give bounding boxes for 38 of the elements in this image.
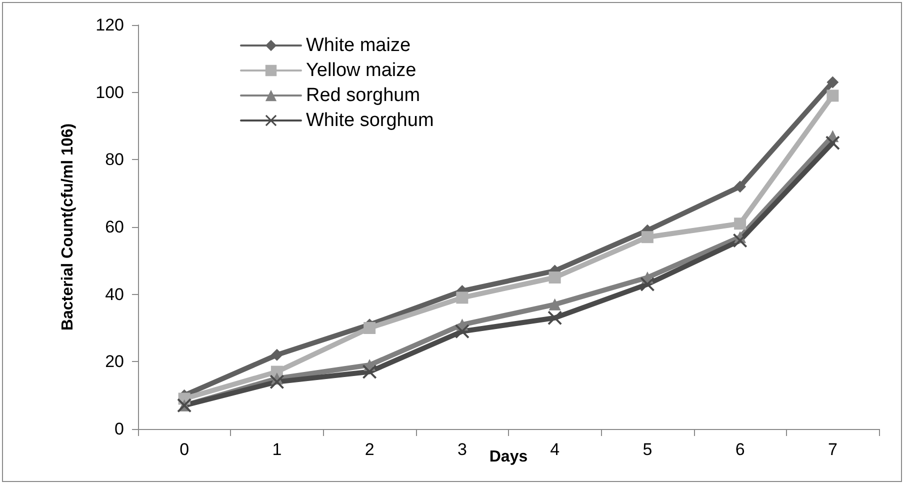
y-tick-label: 20: [105, 352, 124, 372]
x-tick-label: 4: [550, 440, 560, 459]
point: [641, 231, 654, 244]
point: [364, 322, 376, 334]
x-tick-label: 7: [828, 440, 838, 459]
y-tick-label: 40: [105, 284, 124, 304]
point: [548, 310, 562, 325]
point: [270, 374, 284, 389]
point: [826, 90, 839, 102]
point: [456, 292, 468, 304]
x-axis-title: Days: [489, 448, 528, 466]
point: [270, 348, 283, 361]
x-tick-label: 0: [180, 440, 190, 459]
y-tick-label: 0: [114, 420, 124, 438]
x-tick-label: 3: [457, 440, 467, 459]
y-axis-title: Bacterial Count(cfu/ml 106): [60, 123, 76, 331]
y-tick-label: 100: [96, 82, 124, 102]
point: [548, 272, 561, 284]
point: [640, 277, 654, 292]
point: [548, 298, 561, 310]
x-tick-label: 1: [272, 440, 282, 459]
point: [733, 233, 748, 248]
x-tick-label: 5: [642, 440, 652, 459]
x-tick-label: 6: [735, 440, 745, 459]
point: [734, 218, 746, 230]
legend-label: Yellow maize: [306, 60, 416, 81]
legend-label: White maize: [306, 35, 411, 56]
point: [455, 324, 470, 338]
point: [826, 136, 840, 150]
point: [362, 364, 377, 379]
legend-label: White sorghum: [306, 110, 434, 131]
point: [734, 180, 746, 193]
y-tick-label: 60: [105, 218, 124, 236]
legend-label: Red sorghum: [306, 85, 420, 106]
x-tick-label: 2: [364, 440, 374, 459]
y-tick-label: 80: [105, 150, 124, 170]
y-tick-label: 120: [96, 16, 124, 34]
point: [826, 76, 839, 88]
